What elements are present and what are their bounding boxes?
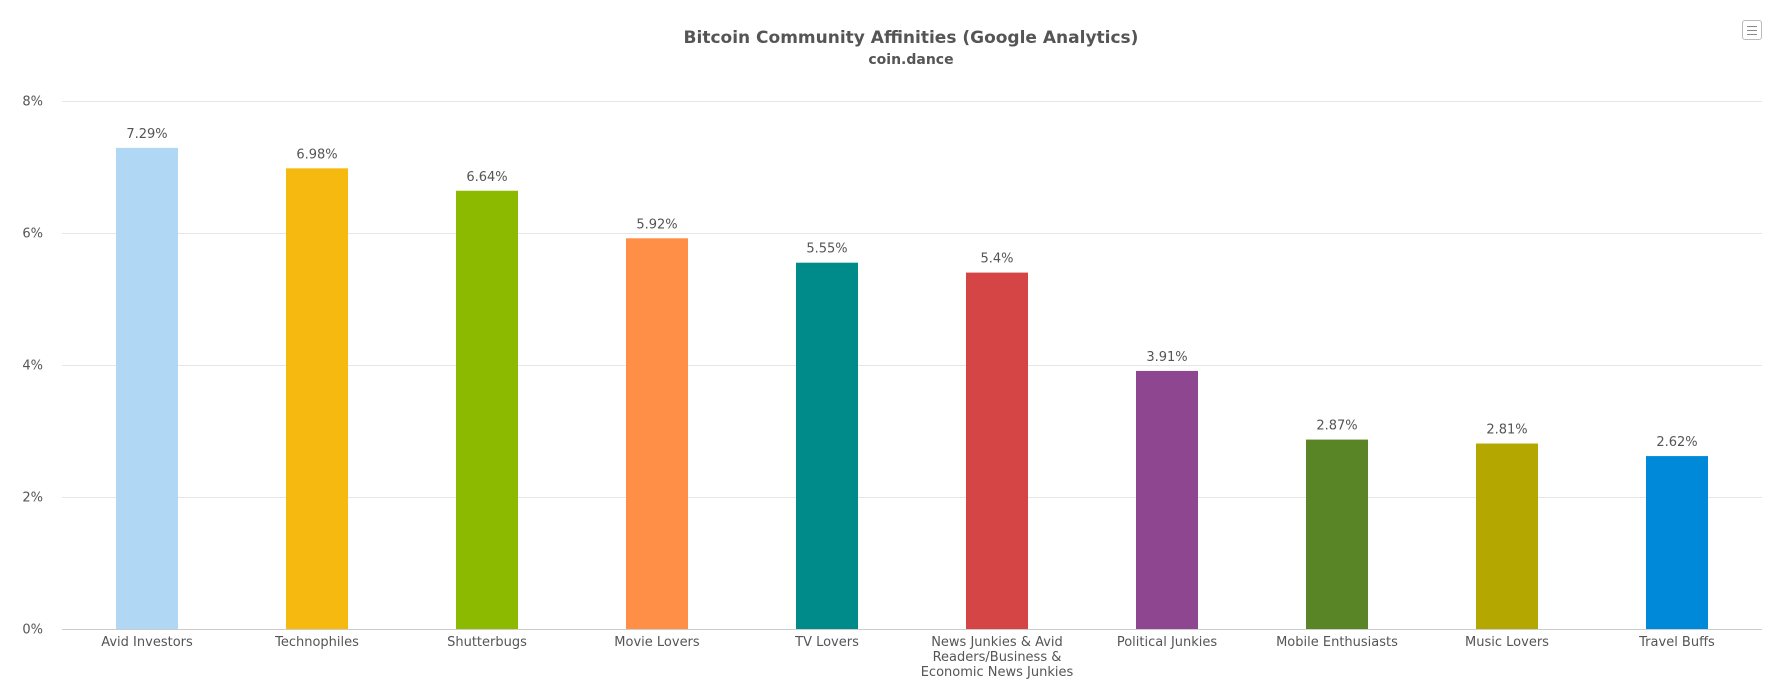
y-tick-label: 4% <box>22 359 43 374</box>
x-tick-label: Shutterbugs <box>447 635 527 650</box>
bar[interactable] <box>1136 370 1198 629</box>
chart-menu-button[interactable] <box>1742 20 1762 40</box>
bar[interactable] <box>626 238 688 629</box>
x-tick-label: Political Junkies <box>1117 635 1218 650</box>
data-label: 2.81% <box>1486 423 1527 438</box>
hamburger-menu-icon <box>1747 26 1757 27</box>
x-tick-label: Avid Investors <box>101 635 193 650</box>
bar[interactable] <box>116 147 178 630</box>
x-tick-label: News Junkies & Avid Readers/Business & Eco… <box>921 635 1074 680</box>
y-tick-label: 0% <box>22 623 43 638</box>
data-label: 5.92% <box>636 217 677 232</box>
y-tick-label: 6% <box>22 227 43 242</box>
x-axis: Avid Investors Technophiles Shutterbugs Mov… <box>101 635 1715 680</box>
bar[interactable] <box>286 168 348 629</box>
bar[interactable] <box>1646 456 1708 629</box>
x-tick-label: TV Lovers <box>794 635 859 650</box>
x-tick-label: Music Lovers <box>1465 635 1549 650</box>
data-label: 5.4% <box>980 252 1013 267</box>
bars <box>116 147 1708 630</box>
hamburger-menu-icon-line <box>1747 30 1757 31</box>
data-label: 2.62% <box>1656 435 1697 450</box>
x-tick-label: Mobile Enthusiasts <box>1276 635 1398 650</box>
data-label: 6.64% <box>466 170 507 185</box>
bar[interactable] <box>796 262 858 629</box>
data-label: 2.87% <box>1316 419 1357 434</box>
chart-subtitle: coin.dance <box>868 52 953 68</box>
bar[interactable] <box>966 272 1028 629</box>
bar[interactable] <box>456 190 518 629</box>
y-tick-label: 8% <box>22 95 43 110</box>
data-labels: 7.29% 6.98% 6.64% 5.92% 5.55% 5.4% 3.91% 2.87% 2… <box>126 127 1697 450</box>
x-tick-label: Technophiles <box>274 635 359 650</box>
data-label: 5.55% <box>806 242 847 257</box>
chart-title: Bitcoin Community Affinities (Google Ana… <box>684 28 1139 48</box>
data-label: 3.91% <box>1146 350 1187 365</box>
x-tick-label: Travel Buffs <box>1638 635 1715 650</box>
x-tick-label: Movie Lovers <box>614 635 700 650</box>
data-label: 6.98% <box>296 147 337 162</box>
y-tick-label: 2% <box>22 491 43 506</box>
y-axis: 0% 2% 4% 6% 8% <box>22 95 43 638</box>
data-label: 7.29% <box>126 127 167 142</box>
bar[interactable] <box>1306 439 1368 629</box>
hamburger-menu-icon-line <box>1747 34 1757 35</box>
bar[interactable] <box>1476 443 1538 629</box>
